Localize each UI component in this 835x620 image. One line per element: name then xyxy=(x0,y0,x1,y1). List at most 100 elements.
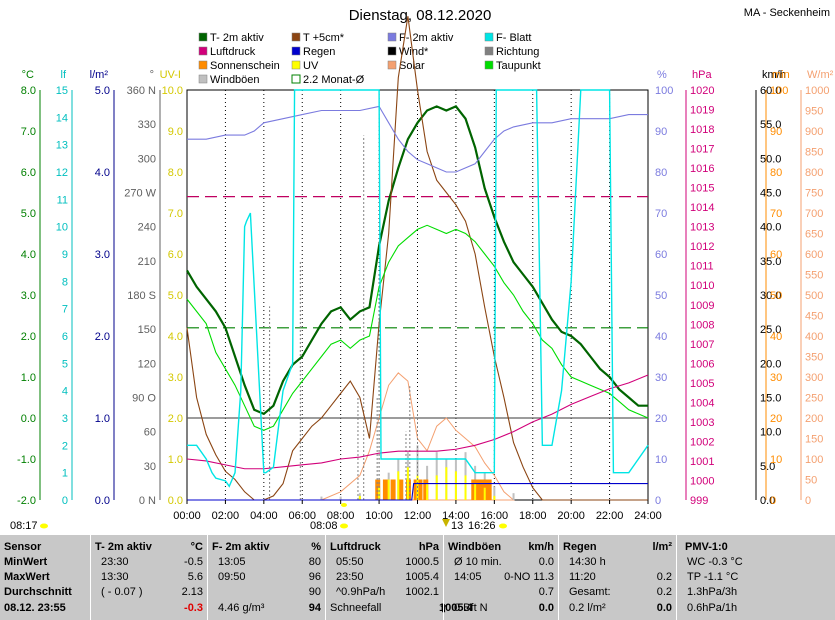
series-line-5 xyxy=(187,483,648,501)
axis-3-tick: 120 xyxy=(138,358,156,370)
axis-4-tick: 7.0 xyxy=(168,208,183,220)
axis-1-tick: 15 xyxy=(56,85,68,97)
legend-swatch-8 xyxy=(198,60,208,70)
axis-3-tick: 300 xyxy=(138,153,156,165)
hdr-pmv: PMV-1:0 xyxy=(685,541,728,553)
axis-5-tick: 30 xyxy=(655,372,667,384)
axis-1-tick: 6 xyxy=(62,331,68,343)
axis-7-tick: 45.0 xyxy=(760,188,781,200)
axis-8-tick: 90 xyxy=(770,126,782,138)
sun-icon xyxy=(341,503,347,507)
axis-unit-8: min xyxy=(772,69,790,81)
regen-total-val: 0.2 xyxy=(656,586,672,598)
axis-4-tick: 9.0 xyxy=(168,126,183,138)
lbl-max-text: MaxWert xyxy=(4,571,50,583)
axis-2-tick: 4.0 xyxy=(95,167,110,179)
regen-total-label: Gesamt: xyxy=(569,586,611,598)
axis-6-tick: 1005 xyxy=(690,378,714,390)
axis-1-tick: 8 xyxy=(62,276,68,288)
weather-chart: Dienstag, 08.12.2020 MA - Seckenheim T- … xyxy=(10,7,834,532)
axis-9-tick: 100 xyxy=(805,454,823,466)
axis-0-tick: 1.0 xyxy=(21,372,36,384)
axis-3-tick: 360 N xyxy=(127,85,156,97)
axis-5-tick: 50 xyxy=(655,290,667,302)
legend-label-13: 2.2 Monat-Ø xyxy=(303,74,365,86)
axis-0-tick: 3.0 xyxy=(21,290,36,302)
legend-swatch-11 xyxy=(484,60,494,70)
axis-6-tick: 1019 xyxy=(690,105,714,117)
hdr-druck: Luftdruck xyxy=(330,541,381,553)
axis-6-tick: 1012 xyxy=(690,241,714,253)
axis-8-tick: 10 xyxy=(770,454,782,466)
axis-6-tick: 1011 xyxy=(690,261,714,273)
axis-6-tick: 1006 xyxy=(690,358,714,370)
lbl-min: MinWert xyxy=(4,556,86,570)
x-tick-label: 10:00 xyxy=(365,510,393,522)
axis-8-tick: 50 xyxy=(770,290,782,302)
series-line-0 xyxy=(186,105,648,416)
legend-swatch-10 xyxy=(387,60,397,70)
sun-icon xyxy=(340,523,348,529)
axis-8-tick: 40 xyxy=(770,331,782,343)
wind-avg10-label: Ø 10 min. xyxy=(454,556,502,568)
legend-label-8: Sonnenschein xyxy=(210,60,280,72)
t2m-max-val: 5.6 xyxy=(187,571,203,583)
axis-6-tick: 1013 xyxy=(690,222,714,234)
col-t2m: T- 2m aktiv °C 23:30 -0.5 13:30 5.6 ( - 0.0… xyxy=(90,535,207,620)
axis-6-tick: 1018 xyxy=(690,124,714,136)
axis-unit-4: UV-I xyxy=(160,69,181,81)
legend-label-5: Regen xyxy=(303,46,335,58)
axis-3-tick: 30 xyxy=(144,461,156,473)
axis-7-tick: 0.0 xyxy=(760,495,775,507)
axis-6-tick: 1009 xyxy=(690,300,714,312)
axis-6-tick: 1001 xyxy=(690,456,714,468)
axis-9-tick: 600 xyxy=(805,249,823,261)
axis-4-tick: 8.0 xyxy=(168,167,183,179)
axis-unit-2: l/m² xyxy=(90,69,109,81)
col-druck: Luftdruck hPa 05:50 1000.5 23:50 1005.4 ^0.… xyxy=(325,535,473,620)
axis-1-tick: 1 xyxy=(62,468,68,480)
axis-5-tick: 40 xyxy=(655,331,667,343)
sunshine-bar xyxy=(413,479,419,500)
lbl-avg: Durchschnitt xyxy=(4,586,86,600)
axis-1-tick: 7 xyxy=(62,304,68,316)
series-line-3 xyxy=(187,105,648,173)
axis-0-tick: 4.0 xyxy=(21,249,36,261)
axis-0-tick: 0.0 xyxy=(21,413,36,425)
hdr-t2m-unit: °C xyxy=(190,541,203,553)
f2m-abs-humidity: 4.46 g/m³ xyxy=(218,602,265,614)
legend-label-11: Taupunkt xyxy=(496,60,541,72)
axis-4-tick: 4.0 xyxy=(168,331,183,343)
sunshine-bar xyxy=(398,479,404,500)
axis-5-tick: 60 xyxy=(655,249,667,261)
axis-7-tick: 30.0 xyxy=(760,290,781,302)
axis-9-tick: 700 xyxy=(805,208,823,220)
axis-5-tick: 20 xyxy=(655,413,667,425)
lbl-max: MaxWert xyxy=(4,571,86,585)
sunshine-bar xyxy=(475,479,481,500)
legend-label-4: Luftdruck xyxy=(210,46,256,58)
sun-icon xyxy=(40,523,48,529)
axis-4-tick: 10.0 xyxy=(162,85,183,97)
axis-1-tick: 3 xyxy=(62,413,68,425)
regen-sum: 0.2 l/m² xyxy=(569,602,606,614)
legend-label-10: Solar xyxy=(399,60,425,72)
axis-2-tick: 3.0 xyxy=(95,249,110,261)
f2m-min-time: 13:05 xyxy=(218,556,246,568)
druck-max-val: 1005.4 xyxy=(405,571,439,583)
axis-9-tick: 650 xyxy=(805,229,823,241)
axis-1-tick: 0 xyxy=(62,495,68,507)
regen-now-val: 0.0 xyxy=(656,602,672,614)
x-tick-label: 16:00 xyxy=(481,510,509,522)
axis-unit-6: hPa xyxy=(692,69,712,81)
axis-unit-7: km/h xyxy=(762,69,786,81)
axis-6-tick: 1003 xyxy=(690,417,714,429)
druck-min-val: 1000.5 xyxy=(405,556,439,568)
regen-max-val: 0.2 xyxy=(656,571,672,583)
hdr-druck-unit: hPa xyxy=(418,541,439,553)
axis-9-tick: 200 xyxy=(805,413,823,425)
axis-unit-1: lf xyxy=(61,69,67,81)
wind-avg10-val: 0.0 xyxy=(538,556,554,568)
axis-8-tick: 100 xyxy=(770,85,788,97)
pmv-press-3h: 1.3hPa/3h xyxy=(687,586,738,598)
